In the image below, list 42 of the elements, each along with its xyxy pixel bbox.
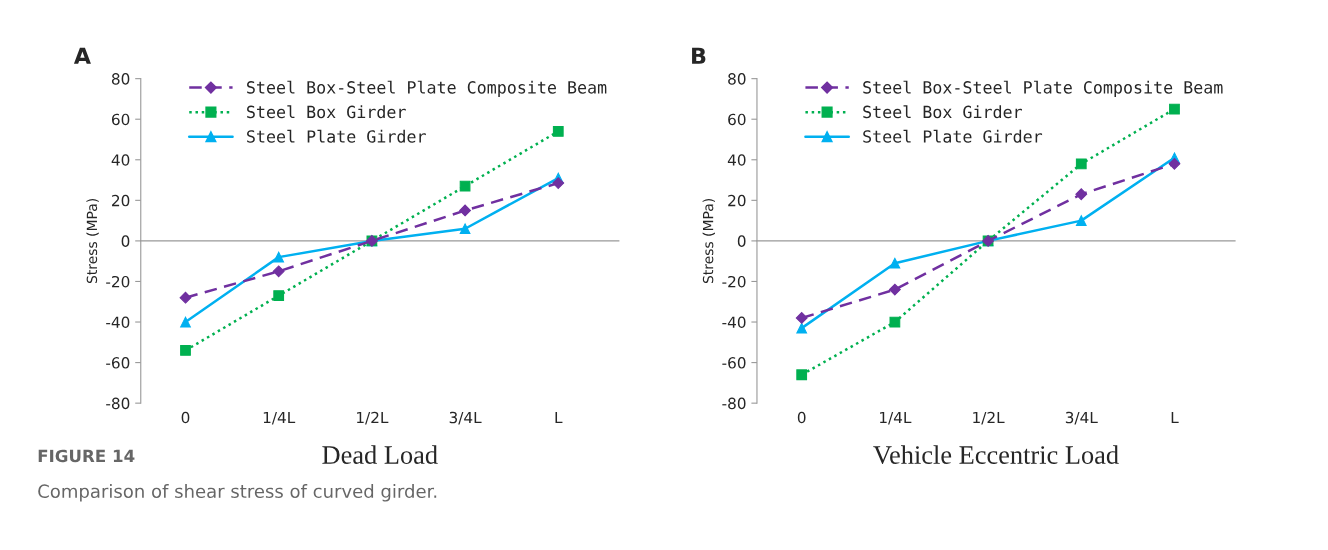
x-tick-label: L [555, 411, 563, 424]
y-tick-label: -80 [722, 397, 746, 410]
legend-label: Steel Box Girder [247, 105, 406, 119]
y-tick-label: -20 [106, 275, 130, 288]
y-tick-label: -80 [106, 397, 130, 410]
y-tick-label: 20 [728, 194, 746, 207]
x-tick-label: 1/4L [880, 411, 912, 425]
y-tick-label: -60 [722, 357, 746, 369]
chart-title: A [73, 47, 91, 64]
x-axis-title: Vehicle Eccentric Load [873, 445, 1119, 465]
text: Comparison of shear stress of curved girder. [38, 484, 437, 502]
y-tick-label: 60 [728, 113, 746, 126]
x-tick-label: 1/2L [357, 411, 389, 425]
y-tick-label: 80 [728, 73, 746, 85]
caption: FIGURE 14 [38, 449, 135, 463]
legend-label: Steel Plate Girder [863, 129, 1043, 143]
y-tick-label: 0 [737, 235, 746, 247]
y-tick-label: -40 [106, 316, 130, 329]
y-tick-label: 40 [111, 154, 130, 166]
y-tick-label: -40 [722, 316, 746, 329]
y-tick-label: 20 [112, 194, 130, 207]
y-axis-title: Stress (MPa) [86, 199, 99, 284]
y-tick-label: -20 [722, 275, 746, 288]
x-tick-label: 1/4L [263, 411, 296, 425]
x-tick-label: 0 [181, 411, 190, 424]
legend-label: Steel Box-Steel Plate Composite Beam [863, 80, 1223, 97]
y-tick-label: 0 [121, 235, 130, 247]
x-tick-label: 3/4L [1065, 411, 1098, 425]
y-axis-title: Stress (MPa) [702, 199, 715, 284]
legend-label: Steel Plate Girder [247, 129, 426, 143]
legend-label: Steel Box-Steel Plate Composite Beam [247, 80, 607, 97]
y-tick-label: 40 [727, 154, 746, 166]
chart-title: B [692, 47, 706, 64]
x-axis-title: Dead Load [322, 445, 438, 464]
x-tick-label: 3/4L [449, 411, 482, 425]
x-tick-label: 0 [797, 411, 806, 424]
x-tick-label: 1/2L [973, 411, 1005, 425]
y-tick-label: 60 [111, 113, 130, 126]
y-tick-label: 80 [111, 73, 130, 85]
x-tick-label: L [1171, 411, 1179, 424]
legend-label: Steel Box Girder [863, 105, 1022, 119]
y-tick-label: -60 [106, 357, 130, 369]
